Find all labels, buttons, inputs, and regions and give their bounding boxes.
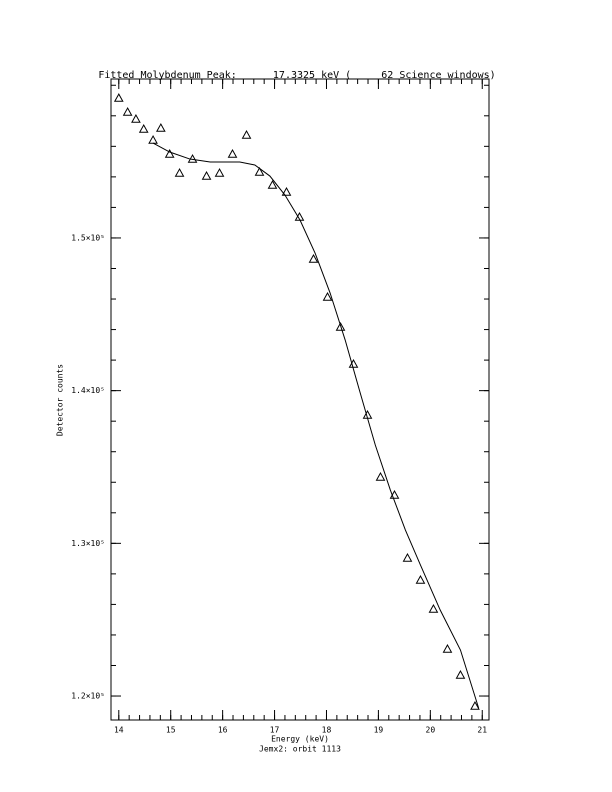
y-tick-label: 1.4×10⁵ <box>71 386 105 395</box>
data-point <box>241 130 252 139</box>
data-point <box>214 168 225 177</box>
data-point <box>201 171 212 180</box>
data-point <box>254 167 265 176</box>
x-tick-label: 18 <box>322 726 332 735</box>
data-point <box>281 187 292 196</box>
subtitle: Jemx2: orbit 1113 <box>259 745 341 754</box>
y-tick-label: 1.2×10⁵ <box>71 692 105 701</box>
data-point <box>470 700 480 710</box>
data-point <box>131 114 141 123</box>
data-point <box>308 254 319 263</box>
x-tick-label: 17 <box>270 726 280 735</box>
data-point <box>375 472 386 481</box>
x-tick-label: 19 <box>374 726 384 735</box>
data-point <box>138 124 149 133</box>
data-point <box>155 123 166 132</box>
x-tick-label: 14 <box>114 726 124 735</box>
data-point <box>335 322 346 331</box>
data-point <box>402 553 413 562</box>
chart-title: Fitted Molybdenum Peak: 17.3325 keV ( 62… <box>98 70 495 81</box>
x-axis-label: Energy (keV) <box>271 735 329 744</box>
y-tick-label: 1.5×10⁵ <box>71 233 105 242</box>
plot-frame <box>110 78 490 721</box>
x-tick-label: 15 <box>166 726 176 735</box>
data-point <box>122 107 133 116</box>
data-point <box>415 574 426 584</box>
data-point <box>267 180 278 189</box>
y-tick-label: 1.3×10⁵ <box>71 539 105 548</box>
data-point <box>227 149 238 158</box>
x-tick-label: 20 <box>426 726 436 735</box>
data-point <box>322 292 333 301</box>
data-point <box>442 643 453 653</box>
data-point <box>455 670 466 679</box>
data-point <box>113 93 124 102</box>
data-point <box>428 604 439 613</box>
y-axis-label: Detector counts <box>56 364 65 436</box>
data-point <box>164 149 175 158</box>
x-tick-label: 16 <box>218 726 228 735</box>
x-tick-label: 21 <box>477 726 487 735</box>
data-point <box>174 168 185 177</box>
fit-line <box>152 142 480 709</box>
